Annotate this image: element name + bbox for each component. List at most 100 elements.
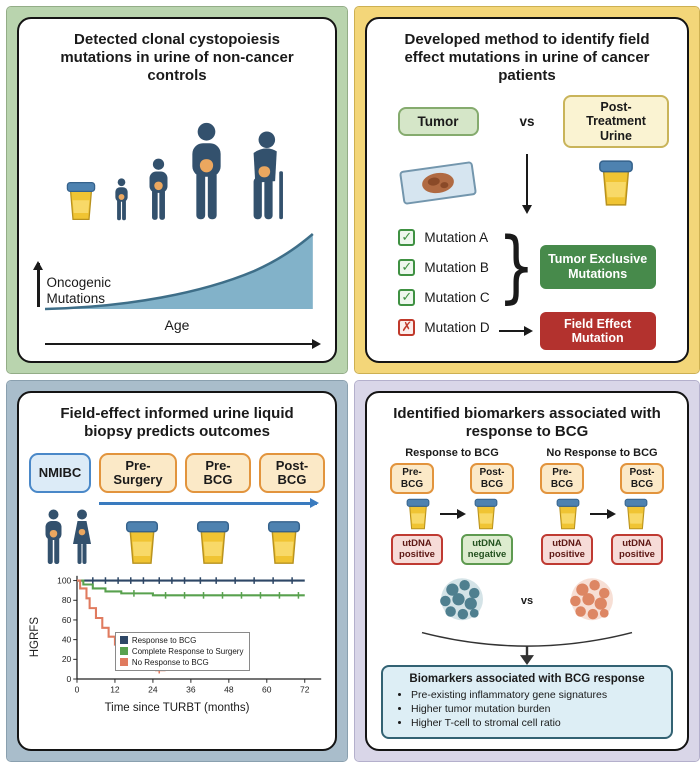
brace-icon: }: [497, 222, 535, 313]
child-person-icon: [146, 158, 171, 221]
urine-cup-icon: [266, 520, 302, 565]
field-effect-mutation-box: Field Effect Mutation: [539, 312, 656, 351]
mutation-row: ✗ Mutation D: [398, 312, 490, 342]
post-bcg-box: Post-BCG: [620, 463, 664, 494]
km-x-axis-label: Time since TURBT (months): [104, 702, 250, 715]
post-treatment-urine-box: Post-Treatment Urine: [563, 95, 669, 149]
svg-text:20: 20: [62, 654, 72, 664]
mutation-comparison-list: ✓ Mutation A ✓ Mutation B ✓ Mutation C ✗…: [377, 222, 677, 351]
panel4-card: Identified biomarkers associated with re…: [365, 391, 689, 752]
svg-text:80: 80: [62, 595, 72, 605]
urine-cup-icon: [124, 520, 160, 565]
vs-label: vs: [520, 594, 534, 607]
right-arrow-icon: [498, 329, 531, 333]
mutation-label: Mutation A: [424, 229, 489, 245]
km-survival-chart: HGRFS 0 20 40 60 80 100 0 12 24 36 48 60 72 Response…: [29, 573, 325, 702]
urine-cups-row: [555, 498, 649, 530]
right-arrow-icon: [440, 513, 464, 515]
pre-bcg-box: Pre-BCG: [185, 453, 251, 493]
vs-label: vs: [519, 114, 535, 130]
svg-text:100: 100: [57, 575, 71, 585]
mutation-label: Mutation D: [424, 319, 490, 335]
pre-surgery-box: Pre-Surgery: [99, 453, 177, 493]
panel3-title: Field-effect informed urine liquid biops…: [60, 405, 294, 440]
panel-field-effect-method: Developed method to identify field effec…: [354, 6, 700, 374]
biomarkers-title: Biomarkers associated with BCG response: [409, 672, 645, 685]
km-plot-area: 0 20 40 60 80 100 0 12 24 36 48 60 72 Response to BC…: [41, 573, 325, 702]
tumor-box: Tumor: [397, 107, 479, 137]
svg-text:72: 72: [300, 684, 310, 694]
urine-cups-row: [405, 498, 499, 530]
responder-tumor-cells-icon: [440, 578, 483, 621]
checkbox-checked-icon: ✓: [398, 228, 416, 246]
urine-cup-icon: [623, 498, 649, 530]
bcg-timepoint-boxes: Pre-BCG Post-BCG: [540, 463, 664, 494]
tumor-cell-comparison: vs: [377, 573, 677, 629]
mutation-row: ✓ Mutation C: [398, 282, 490, 312]
utdna-status-row: utDNA positive utDNA negative: [391, 534, 513, 565]
mutation-label: Mutation C: [424, 289, 490, 305]
panel1-title: Detected clonal cystopoiesis mutations i…: [60, 31, 294, 84]
urine-cup-icon: [473, 498, 499, 530]
biomarker-item: Higher T-cell to stromal cell ratio: [411, 716, 661, 730]
converging-arrow-icon: [421, 631, 633, 665]
mutation-row: ✓ Mutation A: [398, 222, 489, 252]
down-arrow-icon: [525, 154, 529, 213]
x-axis-arrow-icon: [45, 342, 319, 345]
patient-icons: [29, 509, 107, 565]
response-group-columns: Pre-BCG Post-BCG utDNA positive utDNA ne…: [377, 459, 677, 565]
tumor-vs-urine-comparison: Tumor vs Post-Treatment Urine: [377, 95, 677, 213]
man-icon: [42, 509, 65, 565]
utdna-positive-box: utDNA positive: [611, 534, 663, 565]
legend-swatch: [119, 658, 128, 667]
svg-text:0: 0: [75, 684, 80, 694]
adult-person-icon: [187, 122, 226, 221]
svg-text:60: 60: [262, 684, 272, 694]
km-plot-svg: 0 20 40 60 80 100 0 12 24 36 48 60 72: [57, 575, 322, 694]
km-y-axis-label: HGRFS: [29, 616, 41, 657]
checkbox-checked-icon: ✓: [398, 288, 416, 306]
svg-text:48: 48: [224, 684, 234, 694]
woman-icon: [70, 509, 94, 565]
non-responder-column: Pre-BCG Post-BCG utDNA positive utDNA po…: [527, 463, 677, 565]
urine-cup-icon: [195, 520, 231, 565]
km-legend: Response to BCG Complete Response to Sur…: [114, 631, 251, 671]
utdna-negative-box: utDNA negative: [461, 534, 513, 565]
svg-text:0: 0: [67, 673, 72, 683]
svg-text:60: 60: [62, 614, 72, 624]
urine-sample-cups: [107, 520, 325, 565]
panel-liquid-biopsy-outcomes: Field-effect informed urine liquid biops…: [6, 379, 348, 763]
urine-cup-icon: [405, 498, 431, 530]
legend-item: Complete Response to Surgery: [119, 647, 243, 656]
aging-people-row: [29, 105, 325, 221]
urine-cup-icon: [597, 159, 635, 207]
y-axis-label: Oncogenic Mutations: [46, 274, 112, 306]
utdna-status-row: utDNA positive utDNA positive: [541, 534, 663, 565]
post-bcg-box: Post-BCG: [470, 463, 514, 494]
panel-clonal-cystopoiesis: Detected clonal cystopoiesis mutations i…: [6, 6, 348, 374]
legend-label: Response to BCG: [131, 635, 197, 645]
post-bcg-box: Post-BCG: [259, 453, 325, 493]
nmibc-box: NMIBC: [29, 453, 91, 493]
bcg-timepoint-boxes: Pre-BCG Post-BCG: [390, 463, 514, 494]
utdna-positive-box: utDNA positive: [391, 534, 443, 565]
mutation-row: ✓ Mutation B: [398, 252, 489, 282]
svg-text:24: 24: [148, 684, 158, 694]
svg-text:12: 12: [110, 684, 120, 694]
utdna-positive-box: utDNA positive: [541, 534, 593, 565]
checkbox-cross-icon: ✗: [398, 318, 416, 336]
panel2-title: Developed method to identify field effec…: [404, 31, 650, 84]
legend-label: No Response to BCG: [131, 657, 209, 667]
pre-bcg-box: Pre-BCG: [540, 463, 584, 494]
urine-cup-icon: [555, 498, 581, 530]
urine-cup-icon: [65, 181, 97, 221]
pre-bcg-box: Pre-BCG: [390, 463, 434, 494]
legend-swatch: [119, 647, 128, 656]
biomarkers-list: Pre-existing inflammatory gene signature…: [411, 688, 661, 731]
panel4-title: Identified biomarkers associated with re…: [393, 405, 661, 440]
y-axis-label-group: Oncogenic Mutations: [37, 263, 111, 307]
toddler-person-icon: [113, 178, 130, 221]
response-group-headers: Response to BCG No Response to BCG: [377, 445, 677, 459]
checkbox-checked-icon: ✓: [398, 258, 416, 276]
